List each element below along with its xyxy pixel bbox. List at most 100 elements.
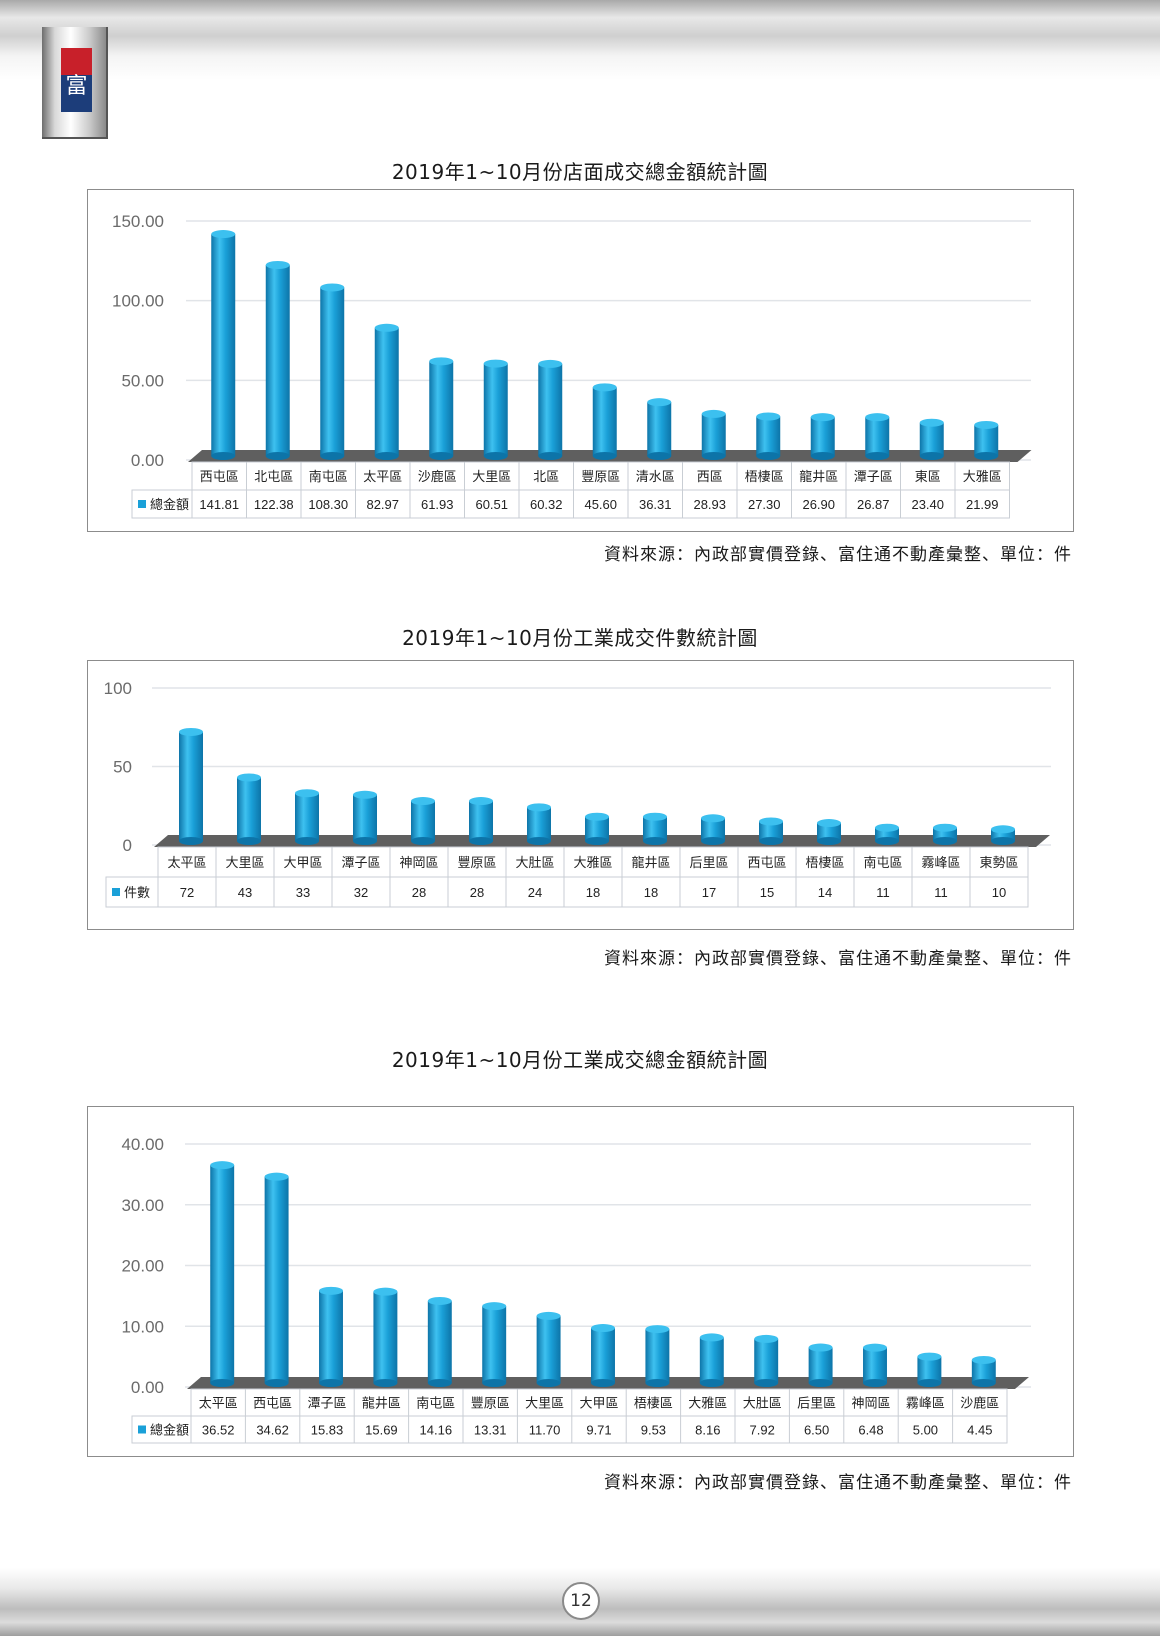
category-label: 西屯區 — [200, 470, 239, 485]
bar — [759, 821, 783, 841]
bar — [647, 402, 672, 456]
data-label: 26.90 — [802, 497, 835, 512]
legend-label: 總金額 — [150, 497, 189, 513]
bar — [863, 1347, 887, 1383]
data-label: 13.31 — [474, 1423, 507, 1438]
legend-label: 件數 — [124, 886, 150, 901]
data-label: 18 — [644, 885, 658, 900]
data-label: 17 — [702, 885, 716, 900]
data-label: 11.70 — [529, 1423, 561, 1438]
data-label: 15.83 — [311, 1423, 344, 1438]
bar-top — [538, 359, 563, 368]
bar-top — [264, 1172, 289, 1181]
category-label: 清水區 — [636, 470, 675, 485]
bar-base — [469, 837, 493, 845]
bar — [756, 416, 781, 456]
page-number: 12 — [562, 1582, 600, 1620]
bar-base — [701, 837, 725, 845]
bar — [645, 1329, 670, 1383]
data-label: 11 — [934, 885, 948, 900]
bar — [810, 417, 835, 456]
bar-top — [373, 1287, 398, 1296]
category-label: 大肚區 — [743, 1397, 782, 1412]
bar — [320, 287, 345, 456]
chart-1-store-amount: 0.00 50.00 100.00 150.00 西屯區 141.81 北屯區 122.38 南… — [87, 189, 1074, 532]
data-label: 6.50 — [804, 1423, 829, 1438]
bar — [210, 1165, 235, 1383]
bar-top — [865, 413, 890, 422]
bar-top — [483, 359, 508, 368]
bar-top — [210, 1161, 235, 1170]
category-label: 大雅區 — [688, 1397, 727, 1412]
data-label: 36.52 — [202, 1423, 235, 1438]
data-label: 6.48 — [858, 1423, 883, 1438]
data-label: 11 — [876, 885, 890, 900]
category-label: 神岡區 — [399, 856, 438, 871]
bar — [701, 818, 725, 841]
category-label: 東勢區 — [979, 855, 1018, 871]
category-label: 大里區 — [225, 856, 264, 871]
y-tick-label: 0.00 — [131, 451, 164, 470]
category-label: 大里區 — [525, 1397, 564, 1412]
bar — [483, 363, 508, 456]
category-label: 龍井區 — [631, 855, 670, 871]
y-tick-label: 50 — [113, 758, 132, 777]
category-label: 大甲區 — [283, 856, 322, 871]
legend-swatch — [138, 500, 146, 508]
bar-top — [756, 412, 781, 421]
category-label: 北屯區 — [254, 470, 293, 485]
data-label: 4.45 — [967, 1423, 992, 1438]
bar-top — [469, 797, 493, 806]
data-label: 141.81 — [199, 497, 239, 512]
chart-2-source: 資料來源：內政部實價登錄、富住通不動產彙整、單位：件 — [604, 949, 1072, 969]
bar-top — [353, 790, 377, 799]
bar-top — [645, 1325, 670, 1334]
bar-base — [808, 1379, 833, 1387]
data-label: 9.53 — [641, 1423, 666, 1438]
bar-base — [353, 837, 377, 845]
category-label: 西屯區 — [253, 1397, 292, 1412]
y-tick-label: 50.00 — [121, 371, 164, 390]
bar-top — [875, 823, 899, 832]
bar-top — [699, 1333, 724, 1342]
bar-base — [919, 452, 944, 460]
bar-top — [374, 323, 399, 332]
y-tick-label: 100.00 — [112, 292, 164, 311]
data-label: 32 — [354, 885, 368, 900]
data-label: 72 — [180, 885, 194, 900]
category-label: 大雅區 — [963, 470, 1002, 485]
category-label: 潭子區 — [307, 1397, 346, 1412]
data-label: 122.38 — [254, 497, 294, 512]
bar — [527, 807, 551, 841]
chart-2-title: 2019年1~10月份工業成交件數統計圖 — [402, 626, 758, 650]
bar-base — [645, 1379, 670, 1387]
category-label: 沙鹿區 — [960, 1396, 999, 1412]
data-label: 28.93 — [693, 497, 726, 512]
chart-3-title: 2019年1~10月份工業成交總金額統計圖 — [391, 1048, 769, 1072]
bar — [865, 417, 890, 456]
bar-base — [701, 452, 726, 460]
category-label: 梧棲區 — [634, 1397, 673, 1412]
bar-base — [971, 1379, 996, 1387]
bar-top — [482, 1302, 507, 1311]
data-label: 15 — [760, 885, 774, 900]
category-label: 梧棲區 — [745, 470, 784, 485]
chart-2-industrial-count: 0 50 100 太平區 72 大里區 43 大甲區 33 潭子區 32 神岡區 28 豐原區 28 大肚區 2… — [87, 660, 1074, 930]
bar — [374, 327, 399, 456]
bar — [211, 234, 236, 456]
category-label: 潭子區 — [854, 470, 893, 485]
bar-top — [427, 1296, 452, 1305]
bar-base — [647, 452, 672, 460]
category-label: 大雅區 — [573, 856, 612, 871]
category-label: 南屯區 — [309, 469, 348, 485]
bar — [585, 816, 609, 841]
bar-top — [319, 1286, 343, 1295]
logo-glyph-icon: 富 — [65, 74, 88, 99]
bar-base — [374, 452, 399, 460]
bar-base — [585, 837, 609, 845]
category-label: 梧棲區 — [805, 856, 844, 871]
bar — [592, 387, 617, 456]
data-label: 8.16 — [695, 1423, 720, 1438]
bar — [974, 424, 999, 456]
bar-top — [211, 230, 236, 239]
